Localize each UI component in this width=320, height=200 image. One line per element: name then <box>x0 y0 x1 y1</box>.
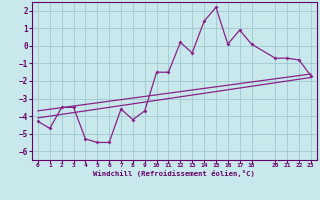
X-axis label: Windchill (Refroidissement éolien,°C): Windchill (Refroidissement éolien,°C) <box>93 170 255 177</box>
